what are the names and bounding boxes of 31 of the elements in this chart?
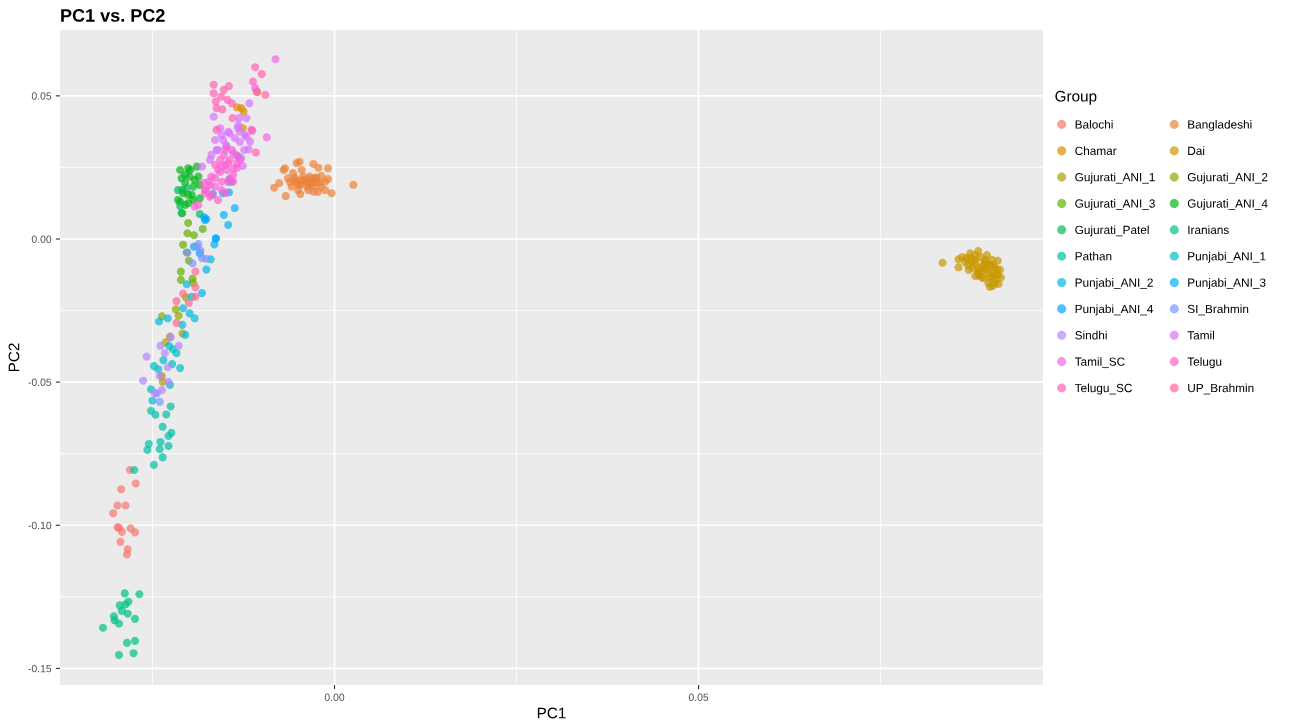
- legend-label: Iranians: [1188, 225, 1229, 235]
- y-tick-label: 0.00: [31, 235, 52, 243]
- y-tick-label: -0.10: [28, 521, 52, 530]
- chart-title: PC1 vs. PC2: [61, 9, 165, 22]
- legend-label: Punjabi_ANI_3: [1188, 278, 1266, 290]
- legend-label: UP_Brahmin: [1188, 383, 1254, 395]
- legend-label: Punjabi_ANI_4: [1075, 304, 1154, 316]
- legend-label: Gujurati_ANI_4: [1187, 199, 1268, 211]
- x-axis-title: PC1: [537, 707, 566, 719]
- legend-label: Telugu: [1187, 357, 1222, 369]
- legend-title: Group: [1055, 90, 1097, 105]
- legend-label: Punjabi_ANI_2: [1075, 278, 1153, 290]
- legend-label: Gujurati_ANI_1: [1075, 172, 1155, 184]
- legend-label: Bangladeshi: [1188, 119, 1252, 131]
- legend-label: Gujurati_ANI_2: [1187, 172, 1268, 184]
- legend-label: Gujurati_ANI_3: [1075, 199, 1155, 211]
- y-tick-label: -0.15: [28, 664, 52, 673]
- legend-label: Telugu_SC: [1074, 383, 1132, 395]
- y-tick-label: 0.05: [31, 92, 52, 100]
- legend-label: Punjabi_ANI_1: [1188, 251, 1266, 263]
- y-tick-label: -0.05: [28, 378, 52, 386]
- legend-label: Balochi: [1075, 119, 1113, 129]
- legend-label: SI_Brahmin: [1187, 304, 1249, 316]
- legend-label: Chamar: [1075, 146, 1117, 156]
- y-axis-title: PC2: [8, 343, 20, 372]
- legend-label: Pathan: [1075, 251, 1112, 261]
- legend-label: Gujurati_Patel: [1075, 225, 1149, 237]
- legend-label: Tamil: [1187, 330, 1215, 340]
- legend-label: Sindhi: [1075, 330, 1107, 340]
- legend-label: Tamil_SC: [1074, 357, 1125, 369]
- legend-label: Dai: [1188, 146, 1205, 156]
